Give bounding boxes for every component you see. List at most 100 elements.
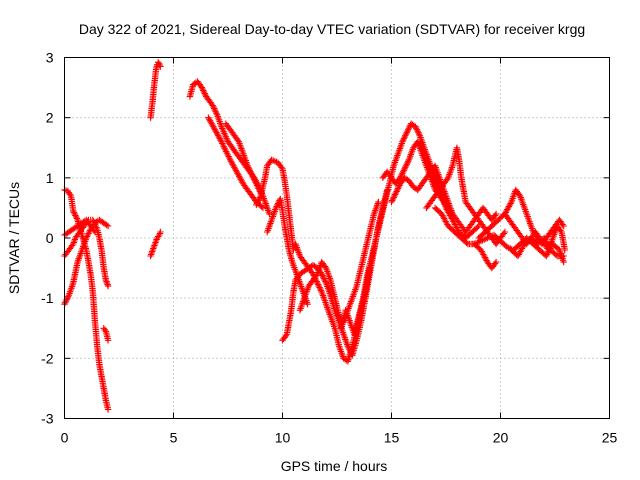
data-point <box>278 164 285 171</box>
data-point <box>552 251 560 258</box>
y-tick-label: -3 <box>41 411 54 427</box>
data-point <box>399 168 407 175</box>
data-point <box>248 170 255 177</box>
data-points <box>61 59 568 413</box>
data-point <box>413 125 420 132</box>
data-point <box>70 209 78 216</box>
data-point <box>414 128 421 135</box>
data-point <box>157 228 164 236</box>
data-point <box>304 301 311 308</box>
data-point <box>90 227 98 234</box>
data-point <box>388 198 395 206</box>
y-axis-label: SDTVAR / TECUs <box>6 182 22 294</box>
y-tick-label: -1 <box>41 290 54 306</box>
data-point <box>399 138 406 145</box>
data-point <box>402 162 410 169</box>
data-point <box>501 228 509 236</box>
data-point <box>394 186 401 194</box>
data-point <box>393 188 400 195</box>
data-point <box>560 258 567 266</box>
data-point <box>463 239 470 246</box>
data-point <box>85 230 92 237</box>
data-point <box>492 210 500 218</box>
x-tick-labels: 0 5 10 15 20 25 <box>61 430 618 446</box>
data-point <box>62 299 69 306</box>
data-point <box>244 162 251 169</box>
data-point <box>253 182 261 189</box>
data-point <box>402 164 409 171</box>
data-point <box>314 279 321 287</box>
data-point <box>253 201 260 209</box>
data-point <box>399 137 407 144</box>
data-point <box>317 287 325 294</box>
data-point <box>70 207 77 215</box>
data-point <box>415 129 422 136</box>
data-point <box>72 213 80 221</box>
data-point <box>254 198 261 206</box>
x-tick-label: 5 <box>170 430 178 446</box>
data-point <box>91 219 98 227</box>
data-point <box>247 168 254 175</box>
data-point <box>398 171 405 178</box>
data-point <box>395 183 402 191</box>
data-point <box>199 85 206 93</box>
data-point <box>86 228 93 236</box>
data-point <box>272 204 280 212</box>
y-tick-label: 3 <box>46 50 54 66</box>
y-tick-label: 1 <box>46 170 54 186</box>
data-point <box>315 282 322 290</box>
data-point <box>314 281 322 288</box>
data-point <box>389 197 396 204</box>
data-point <box>155 59 162 66</box>
data-point <box>402 131 410 138</box>
data-point <box>253 200 261 207</box>
x-tick-label: 15 <box>384 430 400 446</box>
data-point <box>71 210 78 218</box>
data-point <box>250 174 257 181</box>
data-point <box>211 105 218 112</box>
x-axis-label: GPS time / hours <box>281 458 388 474</box>
data-point <box>491 260 499 267</box>
data-point <box>321 276 328 284</box>
data-point <box>101 326 108 333</box>
data-point <box>252 179 259 186</box>
data-point <box>401 134 408 141</box>
data-point <box>256 195 263 203</box>
data-point <box>320 275 328 282</box>
data-point <box>89 216 96 224</box>
data-point <box>212 108 219 115</box>
data-point <box>209 102 216 109</box>
data-point <box>415 131 423 138</box>
data-point <box>413 126 421 133</box>
data-point <box>507 200 514 207</box>
data-point <box>390 194 397 201</box>
x-tick-label: 10 <box>275 430 291 446</box>
data-point <box>62 298 70 305</box>
data-point <box>104 406 112 413</box>
data-point <box>72 212 79 219</box>
data-point <box>391 192 398 200</box>
data-point <box>213 110 220 117</box>
data-point <box>273 203 280 210</box>
data-point <box>151 242 158 249</box>
data-point <box>104 337 112 344</box>
data-point <box>234 137 241 144</box>
data-point <box>103 221 110 229</box>
chart-title: Day 322 of 2021, Sidereal Day-to-day VTE… <box>79 21 585 37</box>
data-point <box>157 63 164 70</box>
data-point <box>152 239 159 246</box>
data-point <box>320 273 327 281</box>
x-tick-label: 25 <box>602 430 618 446</box>
data-point <box>561 246 568 254</box>
data-point <box>557 227 564 234</box>
data-point <box>316 284 323 291</box>
data-point <box>198 84 205 91</box>
data-point <box>64 293 72 300</box>
data-point <box>401 165 408 172</box>
data-point <box>102 276 110 284</box>
data-point <box>91 221 99 228</box>
data-point <box>150 245 157 252</box>
data-point <box>274 201 281 209</box>
data-point <box>147 252 154 260</box>
